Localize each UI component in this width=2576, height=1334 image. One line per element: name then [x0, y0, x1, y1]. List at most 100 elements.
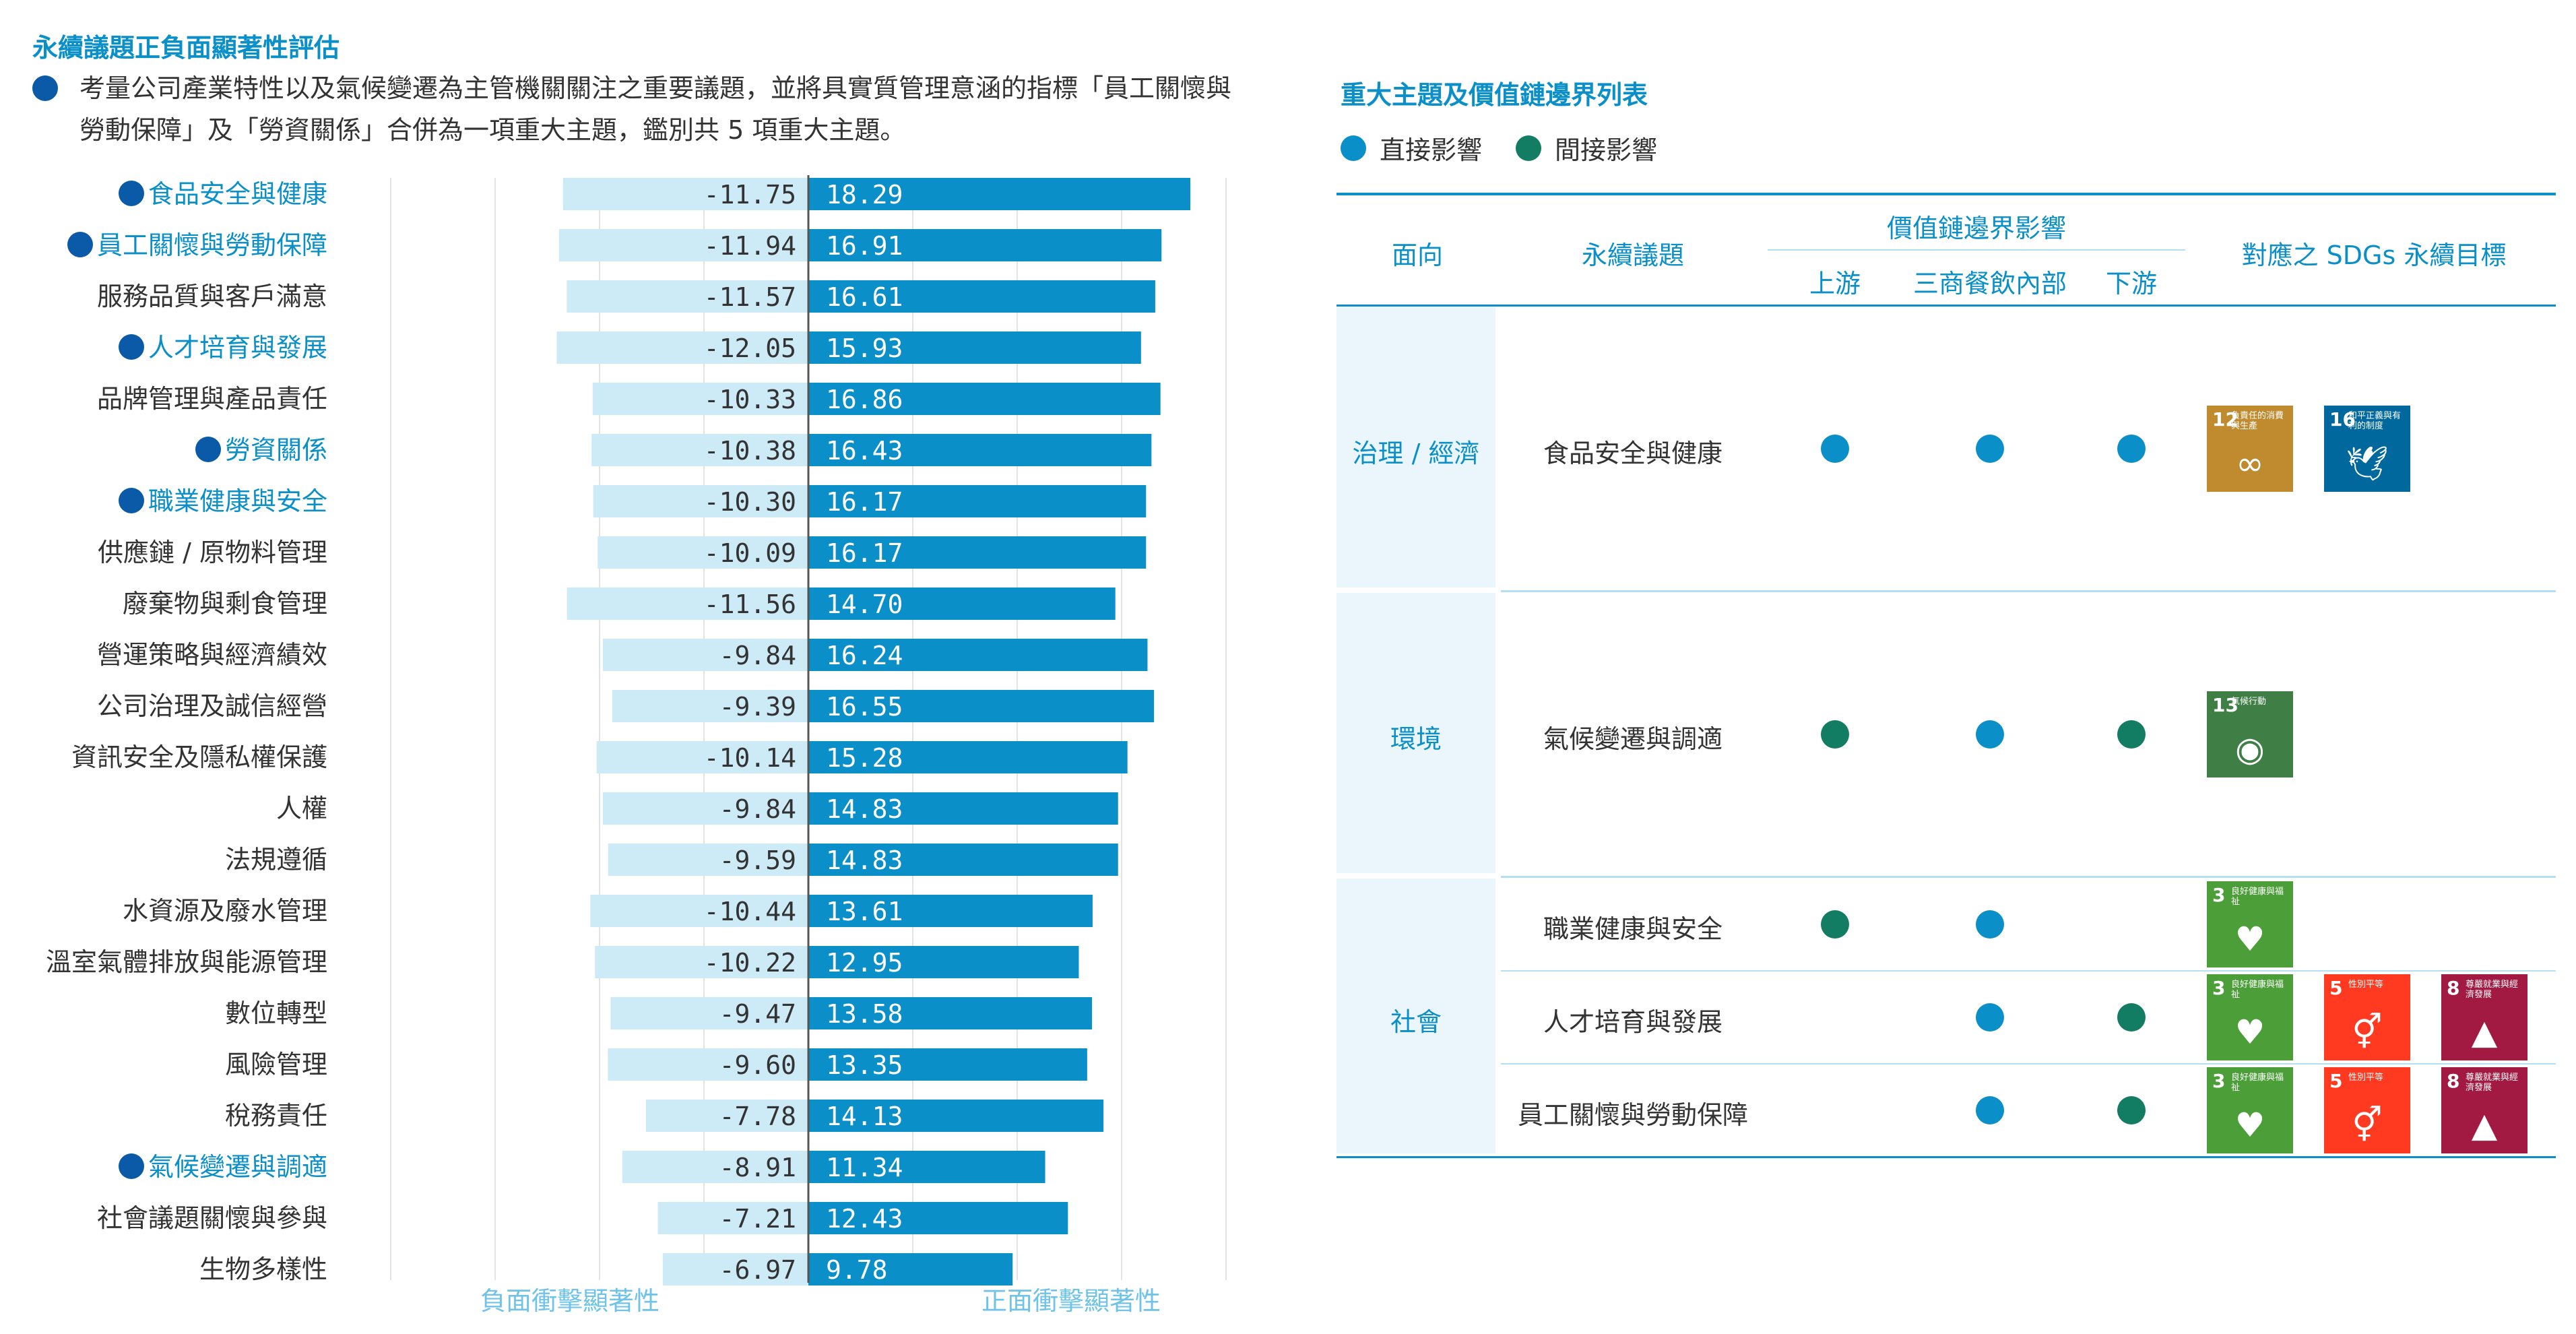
sdg-number: 5 [2329, 977, 2343, 999]
downstream-indirect-dot-icon [2117, 1003, 2146, 1031]
bars [556, 178, 1190, 1285]
category-label-16: 數位轉型 [225, 997, 327, 1029]
legend-indirect-dot-icon [1516, 135, 1542, 161]
value-label-positive-15: 12.95 [826, 948, 903, 978]
sdg-symbol-icon: ∞ [2236, 444, 2264, 483]
category-label-14: 水資源及廢水管理 [123, 895, 327, 927]
bar-positive-3 [808, 331, 1141, 364]
methodology-note: 考量公司產業特性以及氣候變遷為主管機關關注之重要議題，並將具實質管理意涵的指標「… [32, 67, 1272, 151]
value-label-negative-16: -9.47 [719, 999, 796, 1029]
category-text: 生物多樣性 [199, 1254, 327, 1284]
sdg-symbol-icon: ⚥ [2352, 1013, 2383, 1052]
note-line-2: 勞動保障」及「勞資關係」合併為一項重大主題，鑑別共 5 項重大主題。 [79, 115, 906, 145]
category-text: 水資源及廢水管理 [122, 896, 327, 926]
value-label-negative-13: -9.59 [719, 846, 796, 875]
positive-axis-title: 正面衝擊顯著性 [981, 1286, 1161, 1316]
bar-negative-19 [622, 1151, 808, 1183]
bar-negative-4 [592, 383, 808, 415]
bar-positive-1 [808, 229, 1162, 261]
bar-negative-12 [602, 792, 808, 825]
bar-positive-2 [808, 280, 1155, 313]
value-label-positive-20: 12.43 [826, 1204, 903, 1234]
bar-positive-20 [808, 1202, 1068, 1234]
value-label-negative-7: -10.09 [704, 538, 796, 568]
category-text: 風險管理 [224, 1050, 327, 1079]
material-topic-dot-icon [118, 488, 144, 513]
group-divider-1 [1501, 876, 2556, 878]
value-label-negative-0: -11.75 [704, 180, 796, 210]
table-top-border [1337, 193, 2556, 195]
bar-negative-6 [593, 485, 808, 517]
left-section-title: 永續議題正負面顯著性評估 [32, 33, 340, 63]
value-label-positive-6: 16.17 [826, 487, 903, 517]
category-labels: 食品安全與健康 員工關懷與勞動保障 服務品質與客戶滿意 人才培育與發展 品牌管理與產品責… [0, 0, 327, 1325]
category-label-11: 資訊安全及隱私權保護 [71, 741, 327, 773]
bar-positive-9 [808, 639, 1148, 671]
sdg-symbol-icon: ◉ [2235, 730, 2265, 769]
sdg-number: 3 [2212, 884, 2226, 906]
bar-positive-8 [808, 587, 1116, 620]
bar-positive-13 [808, 844, 1118, 876]
legend-indirect-label: 間接影響 [1555, 135, 1658, 165]
header-subline [1768, 249, 2185, 251]
bar-negative-15 [595, 946, 808, 978]
sdg-5-icon: 5 性別平等 ⚥ [2324, 1067, 2410, 1153]
sdg-12-icon: 12 負責任的消費與生產 ∞ [2207, 406, 2293, 492]
category-text: 稅務責任 [224, 1101, 327, 1131]
sdg-symbol-icon: ⚥ [2352, 1106, 2383, 1145]
issue-2-2: 員工關懷與勞動保障 [1517, 1100, 1748, 1130]
bar-negative-5 [591, 434, 808, 466]
bar-negative-17 [608, 1048, 808, 1081]
bar-positive-15 [808, 946, 1079, 978]
bar-positive-17 [808, 1048, 1087, 1081]
category-text: 供應鏈 / 原物料管理 [98, 538, 327, 567]
category-text: 社會議題關懷與參與 [96, 1203, 327, 1233]
category-text: 溫室氣體排放與能源管理 [45, 947, 327, 977]
issue-1-0: 氣候變遷與調適 [1543, 724, 1722, 754]
category-text: 服務品質與客戶滿意 [96, 282, 327, 311]
value-label-negative-15: -10.22 [704, 948, 796, 978]
bar-positive-5 [808, 434, 1152, 466]
value-labels: -11.75 18.29 -11.94 16.91 -11.57 16.61 -12.05 1… [704, 180, 903, 1285]
value-label-positive-13: 14.83 [826, 846, 903, 875]
sdg-number: 5 [2329, 1070, 2343, 1092]
category-label-15: 溫室氣體排放與能源管理 [46, 946, 327, 978]
value-label-negative-1: -11.94 [704, 231, 796, 261]
value-label-negative-11: -10.14 [704, 743, 796, 773]
downstream-indirect-dot-icon [2117, 720, 2146, 749]
downstream-direct-dot-icon [2117, 435, 2146, 463]
sdg-caption: 性別平等 [2348, 980, 2384, 990]
sdg-caption: 和平正義與有利的制度 [2348, 411, 2402, 431]
category-label-13: 法規遵循 [225, 844, 327, 876]
note-line-1: 考量公司產業特性以及氣候變遷為主管機關關注之重要議題，並將具實質管理意涵的指標「… [79, 73, 1232, 103]
value-label-negative-6: -10.30 [704, 487, 796, 517]
upstream-indirect-dot-icon [1821, 720, 1849, 749]
sdg-number: 13 [2212, 694, 2239, 716]
category-label-8: 廢棄物與剩食管理 [123, 587, 327, 620]
sdg-3-icon: 3 良好健康與福祉 ♥ [2207, 881, 2293, 967]
issue-2-0: 職業健康與安全 [1543, 914, 1722, 944]
sdg-symbol-icon: ♥ [2234, 1106, 2265, 1145]
value-label-positive-1: 16.91 [826, 231, 903, 261]
right-section-title: 重大主題及價值鏈邊界列表 [1341, 80, 1648, 110]
internal-direct-dot-icon [1976, 1096, 2004, 1124]
downstream-indirect-dot-icon [2117, 1096, 2146, 1124]
value-label-positive-4: 16.86 [826, 385, 903, 414]
bar-negative-14 [590, 895, 808, 927]
sdg-16-icon: 16 和平正義與有利的制度 🕊 [2324, 406, 2410, 492]
bar-negative-0 [562, 178, 808, 210]
sdg-caption: 良好健康與福祉 [2231, 887, 2284, 907]
category-label-10: 公司治理及誠信經營 [97, 690, 327, 722]
header-issue: 永續議題 [1581, 241, 1684, 270]
row-divider-0 [1501, 970, 2556, 972]
bar-negative-16 [610, 997, 808, 1029]
bar-positive-21 [808, 1253, 1013, 1285]
category-text: 食品安全與健康 [148, 179, 327, 209]
category-label-19: 氣候變遷與調適 [118, 1151, 327, 1183]
sdg-3-icon: 3 良好健康與福祉 ♥ [2207, 974, 2293, 1060]
value-label-positive-8: 14.70 [826, 590, 903, 619]
value-label-positive-2: 16.61 [826, 282, 903, 312]
value-label-positive-7: 16.17 [826, 538, 903, 568]
material-topic-dot-icon [118, 334, 144, 360]
bar-negative-3 [556, 331, 808, 364]
